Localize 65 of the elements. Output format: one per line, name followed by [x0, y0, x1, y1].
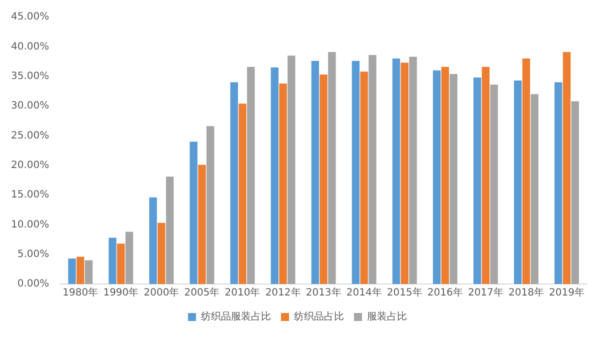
bar: [360, 72, 368, 284]
y-tick-label: 35.00%: [10, 70, 50, 82]
x-tick-label: 2014年: [346, 286, 382, 299]
bar: [320, 74, 328, 284]
bar: [288, 56, 296, 284]
y-tick-label: 25.00%: [10, 130, 50, 142]
x-tick-label: 2000年: [144, 286, 180, 299]
x-tick-label: 2005年: [184, 286, 220, 299]
y-tick-label: 5.00%: [17, 248, 50, 260]
bar: [409, 56, 417, 284]
bar: [270, 67, 279, 284]
bar: [514, 80, 522, 284]
bar: [247, 66, 255, 284]
bar: [352, 60, 360, 284]
y-tick-label: 45.00%: [10, 12, 50, 23]
bar: [392, 58, 400, 284]
legend-label: 纺织品服装占比: [201, 310, 271, 323]
y-tick-label: 30.00%: [10, 100, 50, 112]
bar: [368, 54, 376, 284]
bar: [230, 82, 238, 284]
bar: [158, 222, 166, 284]
bar: [311, 60, 320, 284]
y-tick-label: 0.00%: [17, 278, 50, 290]
bar: [482, 66, 490, 284]
bar: [450, 74, 458, 284]
x-tick-label: 2017年: [468, 286, 504, 299]
x-tick-label: 2013年: [306, 286, 342, 299]
bar: [206, 126, 214, 284]
bar: [238, 104, 246, 284]
bar: [149, 197, 157, 284]
bar: [117, 244, 125, 284]
bar: [441, 66, 450, 284]
x-tick-label: 2019年: [549, 286, 584, 299]
y-tick-label: 10.00%: [10, 219, 50, 230]
bar: [562, 52, 571, 284]
x-tick-label: 2010年: [224, 286, 260, 299]
bar: [490, 84, 498, 284]
legend-label: 纺织品占比: [294, 310, 344, 323]
bar: [328, 52, 336, 284]
bar: [279, 83, 287, 284]
bar: [198, 164, 206, 284]
bar: [76, 256, 84, 284]
x-tick-label: 2016年: [427, 286, 463, 299]
x-tick-label: 1980年: [62, 286, 98, 299]
bar: [400, 62, 408, 284]
bar: [108, 238, 116, 284]
x-tick-label: 2015年: [386, 286, 422, 299]
bar: [530, 94, 538, 284]
x-tick-label: 2012年: [265, 286, 301, 299]
bar: [554, 82, 562, 284]
bar: [473, 78, 482, 284]
bar: [190, 142, 198, 284]
bar: [571, 101, 579, 284]
bar: [68, 258, 76, 284]
y-tick-label: 40.00%: [10, 41, 50, 52]
bar: [166, 176, 174, 284]
y-tick-label: 15.00%: [10, 190, 50, 201]
x-tick-label: 2018年: [508, 286, 544, 299]
bar: [84, 260, 93, 284]
bar: [125, 232, 134, 284]
x-tick-label: 1990年: [103, 286, 139, 299]
bar: [432, 70, 441, 284]
bar: [522, 58, 530, 284]
y-tick-label: 20.00%: [10, 160, 50, 171]
legend-label: 服装占比: [367, 310, 407, 323]
